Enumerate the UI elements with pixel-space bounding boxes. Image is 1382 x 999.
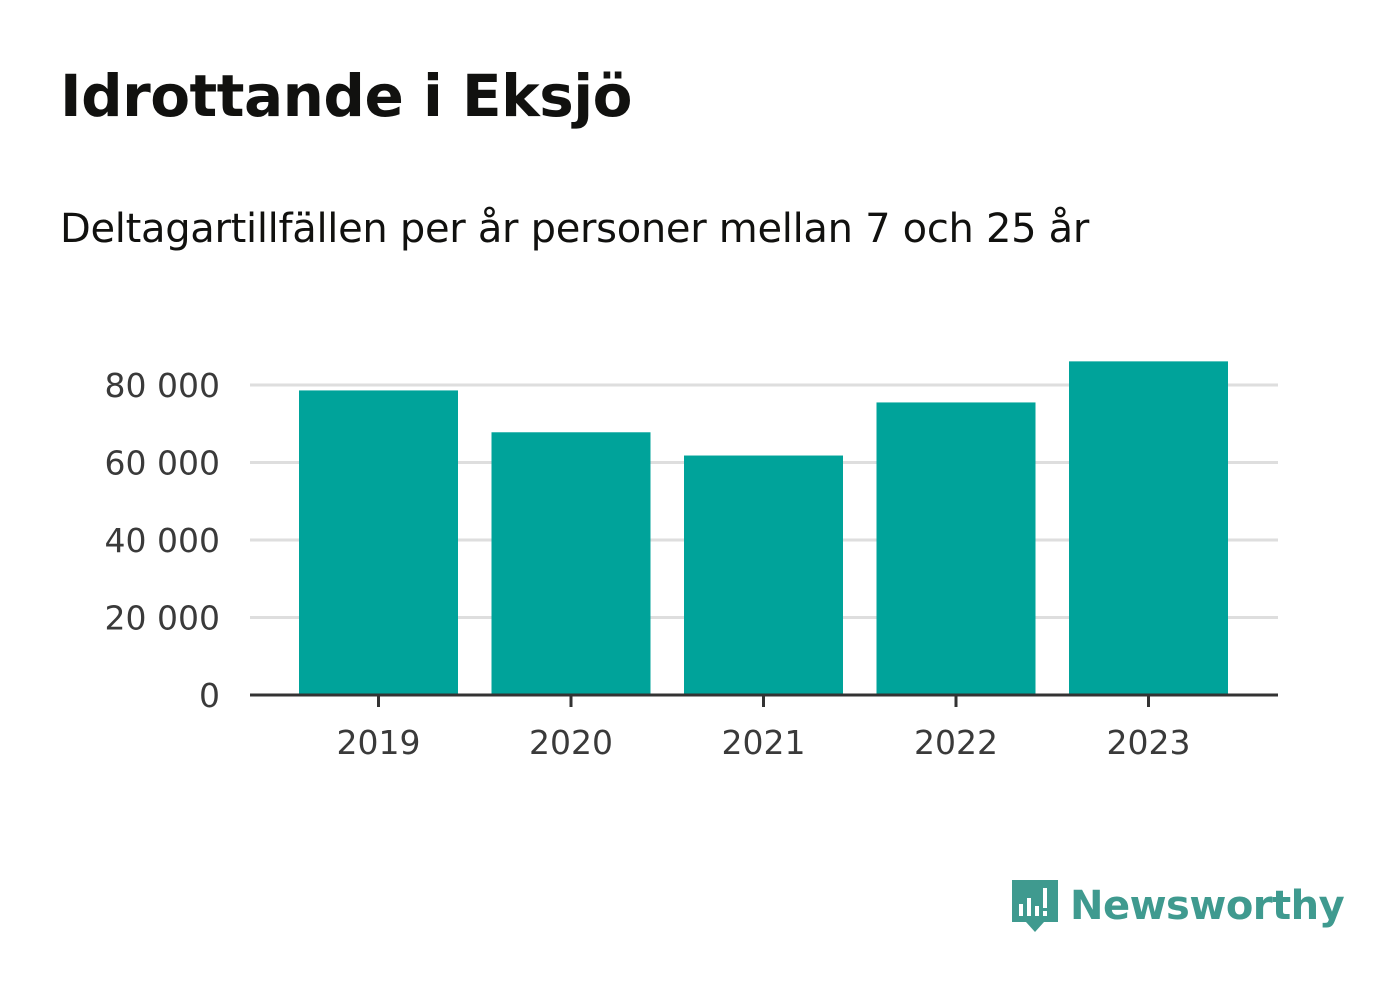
y-tick-label: 20 000 bbox=[105, 599, 220, 638]
x-tick-label: 2022 bbox=[914, 723, 998, 762]
x-tick-label: 2020 bbox=[529, 723, 613, 762]
chart-subtitle: Deltagartillfällen per år personer mella… bbox=[60, 206, 1090, 252]
y-tick-label: 60 000 bbox=[105, 444, 220, 483]
y-tick-label: 40 000 bbox=[105, 521, 220, 560]
bar-2022 bbox=[876, 402, 1036, 695]
x-axis bbox=[250, 693, 1278, 707]
bars bbox=[299, 361, 1228, 695]
y-tick-label: 80 000 bbox=[105, 366, 220, 405]
brand-name: Newsworthy bbox=[1070, 883, 1345, 929]
bar-2023 bbox=[1069, 361, 1228, 695]
brand: Newsworthy bbox=[1010, 876, 1345, 936]
x-tick-label: 2023 bbox=[1107, 723, 1191, 762]
newsworthy-logo-icon bbox=[1012, 880, 1058, 932]
bar-2019 bbox=[299, 390, 458, 695]
chart-title: Idrottande i Eksjö bbox=[60, 62, 633, 130]
y-tick-label: 0 bbox=[199, 676, 220, 715]
tick-labels: 0 20 000 40 000 60 000 80 000 2019 2020 2021 202… bbox=[105, 366, 1191, 762]
bar-2020 bbox=[491, 432, 651, 695]
x-tick-label: 2021 bbox=[722, 723, 806, 762]
bar-2021 bbox=[684, 455, 843, 695]
x-tick-label: 2019 bbox=[337, 723, 421, 762]
